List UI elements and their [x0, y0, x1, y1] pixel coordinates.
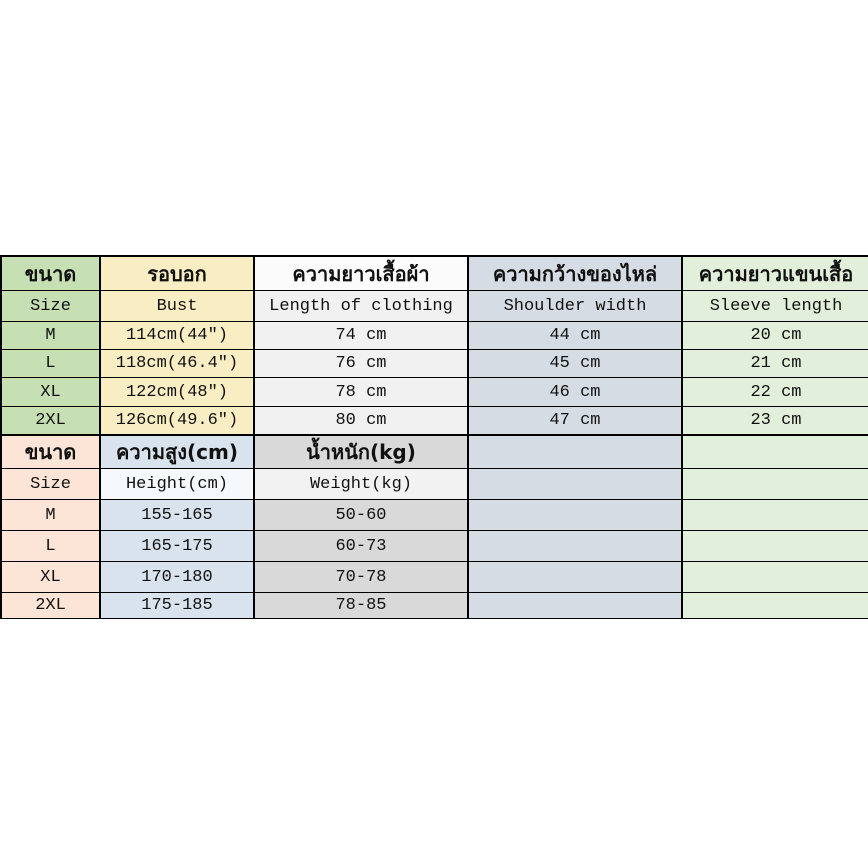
en-header-length: Length of clothing	[253, 290, 469, 322]
table-row-2xl-body: 2XL 175-185 78-85	[0, 592, 868, 619]
height-value: 170-180	[99, 561, 255, 593]
size-label: 2XL	[0, 406, 101, 436]
lower-english-header-row: Size Height(cm) Weight(kg)	[0, 468, 868, 500]
th-header-length: ความยาวเสื้อผ้า	[253, 255, 469, 291]
length-value: 78 cm	[253, 377, 469, 407]
weight-value: 50-60	[253, 499, 469, 531]
shoulder-value: 44 cm	[467, 321, 683, 350]
en-header-bust: Bust	[99, 290, 255, 322]
bust-value: 114cm(44″)	[99, 321, 255, 350]
en-header-size: Size	[0, 468, 101, 500]
th-header-sleeve: ความยาวแขนเสื้อ	[681, 255, 868, 291]
weight-value: 78-85	[253, 592, 469, 619]
empty-cell	[467, 468, 683, 500]
length-value: 80 cm	[253, 406, 469, 436]
length-value: 74 cm	[253, 321, 469, 350]
weight-value: 60-73	[253, 530, 469, 562]
length-value: 76 cm	[253, 349, 469, 378]
upper-english-header-row: Size Bust Length of clothing Shoulder wi…	[0, 290, 868, 322]
empty-cell	[681, 434, 868, 469]
size-label: 2XL	[0, 592, 101, 619]
th-header-size: ขนาด	[0, 434, 101, 469]
table-row-m-body: M 155-165 50-60	[0, 499, 868, 531]
table-row-xl-body: XL 170-180 70-78	[0, 561, 868, 593]
bust-value: 118cm(46.4″)	[99, 349, 255, 378]
en-header-weight: Weight(kg)	[253, 468, 469, 500]
lower-thai-header-row: ขนาด ความสูง(cm) น้ำหนัก(kg)	[0, 434, 868, 469]
th-header-weight: น้ำหนัก(kg)	[253, 434, 469, 469]
en-header-shoulder: Shoulder width	[467, 290, 683, 322]
empty-cell	[681, 468, 868, 500]
empty-cell	[467, 530, 683, 562]
bust-value: 126cm(49.6″)	[99, 406, 255, 436]
empty-cell	[467, 434, 683, 469]
size-label: XL	[0, 561, 101, 593]
empty-cell	[467, 592, 683, 619]
en-header-sleeve: Sleeve length	[681, 290, 868, 322]
th-header-bust: รอบอก	[99, 255, 255, 291]
shoulder-value: 47 cm	[467, 406, 683, 436]
size-chart-table: ขนาด รอบอก ความยาวเสื้อผ้า ความกว้างของไ…	[0, 255, 868, 619]
empty-cell	[681, 499, 868, 531]
empty-cell	[467, 561, 683, 593]
size-label: L	[0, 530, 101, 562]
table-row-l: L 118cm(46.4″) 76 cm 45 cm 21 cm	[0, 349, 868, 378]
sleeve-value: 20 cm	[681, 321, 868, 350]
sleeve-value: 21 cm	[681, 349, 868, 378]
shoulder-value: 46 cm	[467, 377, 683, 407]
th-header-height: ความสูง(cm)	[99, 434, 255, 469]
table-row-xl: XL 122cm(48″) 78 cm 46 cm 22 cm	[0, 377, 868, 407]
shoulder-value: 45 cm	[467, 349, 683, 378]
height-value: 165-175	[99, 530, 255, 562]
empty-cell	[467, 499, 683, 531]
size-label: L	[0, 349, 101, 378]
sleeve-value: 23 cm	[681, 406, 868, 436]
table-row-l-body: L 165-175 60-73	[0, 530, 868, 562]
sleeve-value: 22 cm	[681, 377, 868, 407]
table-row-m: M 114cm(44″) 74 cm 44 cm 20 cm	[0, 321, 868, 350]
size-label: M	[0, 321, 101, 350]
height-value: 155-165	[99, 499, 255, 531]
th-header-shoulder: ความกว้างของไหล่	[467, 255, 683, 291]
en-header-size: Size	[0, 290, 101, 322]
size-label: XL	[0, 377, 101, 407]
empty-cell	[681, 530, 868, 562]
table-row-2xl: 2XL 126cm(49.6″) 80 cm 47 cm 23 cm	[0, 406, 868, 436]
height-value: 175-185	[99, 592, 255, 619]
th-header-size: ขนาด	[0, 255, 101, 291]
weight-value: 70-78	[253, 561, 469, 593]
en-header-height: Height(cm)	[99, 468, 255, 500]
empty-cell	[681, 592, 868, 619]
empty-cell	[681, 561, 868, 593]
bust-value: 122cm(48″)	[99, 377, 255, 407]
size-label: M	[0, 499, 101, 531]
upper-thai-header-row: ขนาด รอบอก ความยาวเสื้อผ้า ความกว้างของไ…	[0, 255, 868, 291]
